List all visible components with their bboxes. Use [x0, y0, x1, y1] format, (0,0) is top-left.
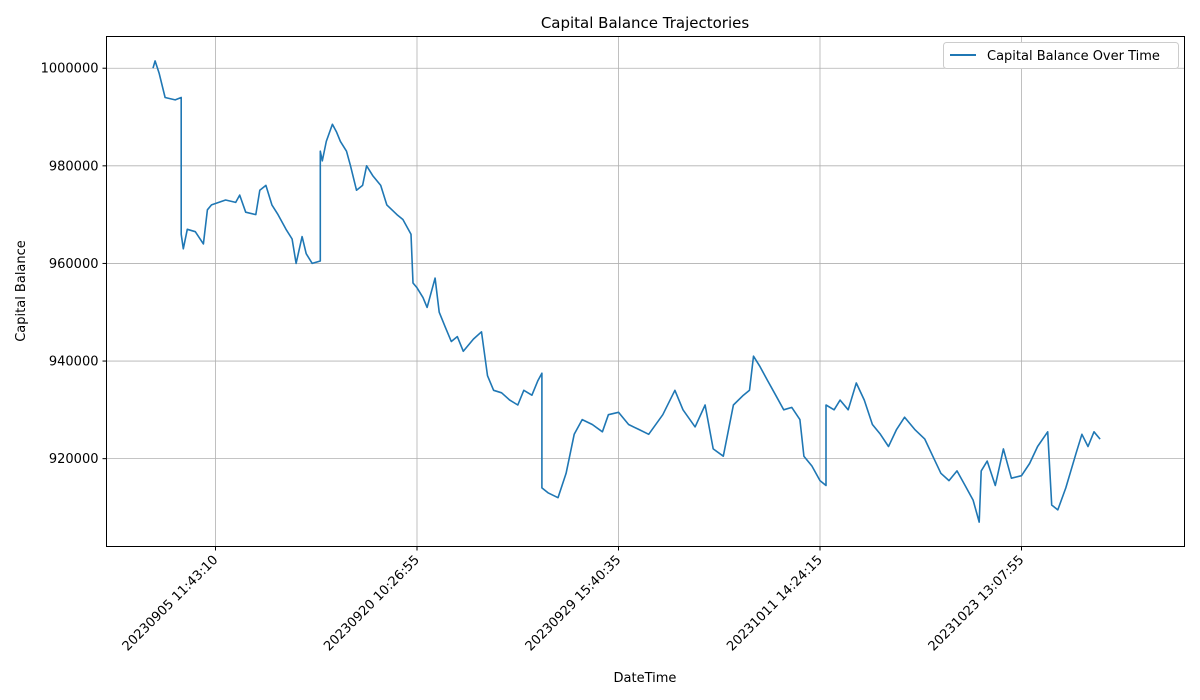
legend-label: Capital Balance Over Time [987, 49, 1160, 64]
y-tick-label: 960000 [49, 257, 99, 272]
chart-title: Capital Balance Trajectories [541, 14, 750, 32]
y-axis-title: Capital Balance [14, 240, 29, 342]
y-tick-label: 1000000 [41, 62, 99, 77]
y-tick-label: 980000 [49, 159, 99, 174]
legend: Capital Balance Over Time [943, 42, 1179, 69]
series-layer [152, 60, 1101, 523]
x-axis-title: DateTime [614, 671, 677, 686]
plot-frame [106, 36, 1185, 547]
y-tick-label: 940000 [49, 355, 99, 370]
series-line-capital-balance [152, 60, 1101, 523]
y-tick-label: 920000 [49, 452, 99, 467]
legend-box [943, 42, 1179, 69]
